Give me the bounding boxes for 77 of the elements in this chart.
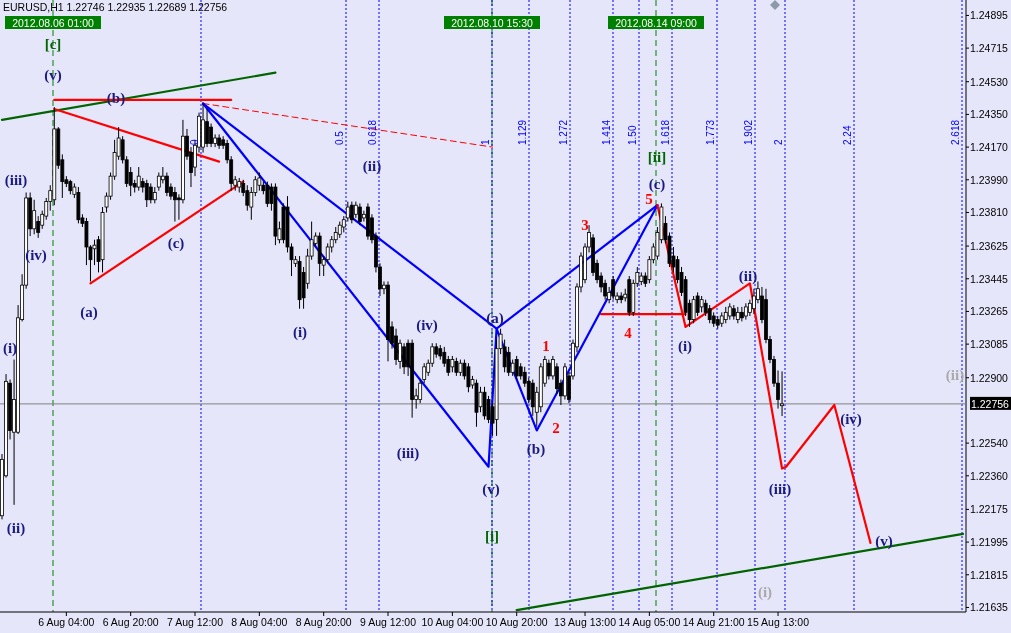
annotation: 5 xyxy=(645,191,653,207)
annotation: (ii) xyxy=(362,158,382,175)
text: 2.24 xyxy=(842,125,853,145)
text: 1.618 xyxy=(660,119,671,145)
y-tick-label: 1.22360 xyxy=(970,469,1009,482)
annotation: (b) xyxy=(526,441,546,458)
y-tick-label: 1.23625 xyxy=(970,240,1009,253)
annotation: (ii) xyxy=(6,520,26,537)
text: 1 xyxy=(542,338,550,354)
chart-title: EURUSD,H1 1.22746 1.22935 1.22689 1.22756 xyxy=(3,1,228,13)
annotation: (a) xyxy=(80,304,98,321)
y-tick-label: 1.24715 xyxy=(970,42,1009,55)
annotation: (i) xyxy=(292,324,308,341)
y-tick-label: 1.24350 xyxy=(970,108,1009,121)
x-tick-label: 10 Aug 20:00 xyxy=(485,616,548,628)
annotation: [ii] xyxy=(647,149,667,165)
annotation: (ii) xyxy=(945,367,965,384)
y-tick-label: 1.21815 xyxy=(970,568,1009,581)
annotation: 3 xyxy=(581,217,589,233)
x-tick-label: 7 Aug 12:00 xyxy=(166,616,224,628)
x-tick-label: 14 Aug 05:00 xyxy=(618,616,681,628)
annotation: [i] xyxy=(484,528,500,544)
y-tick-label: 1.23085 xyxy=(970,338,1009,351)
y-tick-label: 1.23445 xyxy=(970,272,1009,285)
annotation: (iii) xyxy=(4,172,28,189)
annotation: (iv) xyxy=(840,411,862,428)
annotation: (c) xyxy=(167,235,185,252)
text: 1.129 xyxy=(517,119,528,145)
y-tick-label: 1.23810 xyxy=(970,206,1009,219)
annotation: 4 xyxy=(624,325,633,341)
text: 1.902 xyxy=(743,119,754,145)
text: 2012.08.14 09:00 xyxy=(615,16,697,29)
y-tick-label: 1.22175 xyxy=(970,503,1009,516)
y-tick-label: 1.22900 xyxy=(970,371,1009,384)
x-tick-label: 14 Aug 21:00 xyxy=(682,616,745,628)
text: 1.773 xyxy=(705,119,716,145)
text: 1.272 xyxy=(558,119,569,145)
ref-line-label: 1.22756 xyxy=(971,397,1010,410)
text: 2.618 xyxy=(950,119,961,145)
annotation: 2 xyxy=(773,139,784,145)
x-tick-label: 8 Aug 20:00 xyxy=(295,616,352,628)
y-tick-label: 1.21995 xyxy=(970,536,1009,549)
annotation: (c) xyxy=(648,176,666,193)
text: 2 xyxy=(552,420,560,436)
text: 0.5 xyxy=(334,131,345,145)
text: 2012.08.06 01:00 xyxy=(12,16,94,29)
x-tick-label: 8 Aug 04:00 xyxy=(231,616,288,628)
y-tick-label: 1.23265 xyxy=(970,305,1009,318)
annotation: (v) xyxy=(44,67,62,84)
y-tick-label: 1.21635 xyxy=(970,601,1009,614)
annotation: (iii) xyxy=(768,481,792,498)
y-tick-label: 1.22540 xyxy=(970,437,1009,450)
annotation: (i) xyxy=(677,338,693,355)
y-tick-label: 1.23990 xyxy=(970,173,1009,186)
annotation: 1 xyxy=(480,139,491,145)
annotation: (a) xyxy=(486,310,504,327)
y-tick-label: 1.24170 xyxy=(970,141,1009,154)
annotation: (v) xyxy=(875,533,893,550)
x-tick-label: 15 Aug 13:00 xyxy=(747,616,810,628)
text: 0.618 xyxy=(367,119,378,145)
y-tick-label: 1.24895 xyxy=(970,9,1009,22)
annotation: [c] xyxy=(44,36,62,52)
x-tick-label: 6 Aug 20:00 xyxy=(102,616,159,628)
text: 2012.08.10 15:30 xyxy=(451,16,533,29)
annotation: (ii) xyxy=(738,268,758,285)
text: 1.414 xyxy=(601,119,612,145)
text: 1.50 xyxy=(627,125,638,145)
annotation: (iii) xyxy=(396,445,420,462)
text: 0 xyxy=(189,139,200,145)
x-tick-label: 9 Aug 12:00 xyxy=(359,616,417,628)
annotation: (v) xyxy=(482,481,500,498)
x-tick-label: 6 Aug 04:00 xyxy=(38,616,95,628)
x-tick-label: 10 Aug 04:00 xyxy=(421,616,484,628)
annotation: (i) xyxy=(757,584,773,601)
annotation: (iv) xyxy=(416,317,438,334)
y-tick-label: 1.24530 xyxy=(970,75,1009,88)
x-tick-label: 13 Aug 13:00 xyxy=(554,616,617,628)
